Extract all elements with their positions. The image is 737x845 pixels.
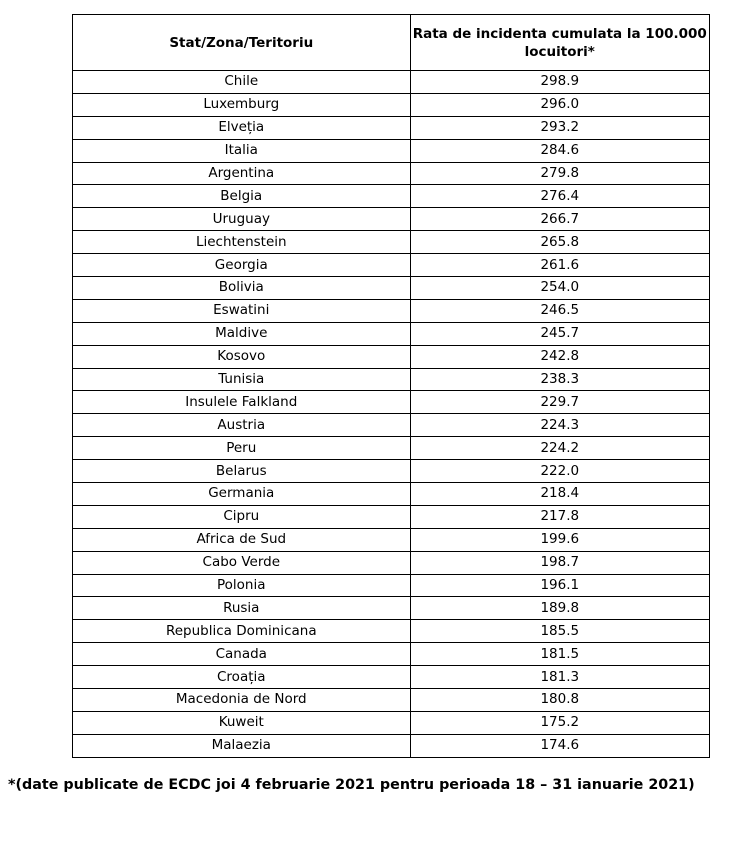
country-cell: Macedonia de Nord bbox=[72, 688, 411, 712]
rate-cell: 224.2 bbox=[409, 436, 711, 461]
table-row: Republica Dominicana 185.5 bbox=[72, 619, 711, 644]
rate-cell: 181.3 bbox=[409, 665, 711, 690]
country-cell: Insulele Falkland bbox=[72, 390, 411, 415]
header-row: Stat/Zona/Teritoriu Rata de incidenta cu… bbox=[72, 14, 711, 71]
rate-cell: 279.8 bbox=[409, 161, 711, 186]
country-cell: Chile bbox=[72, 70, 411, 94]
table-row: Georgia 261.6 bbox=[72, 253, 711, 278]
country-cell: Elveția bbox=[72, 115, 411, 140]
table-row: Macedonia de Nord 180.8 bbox=[72, 688, 711, 712]
table-row: Uruguay 266.7 bbox=[72, 207, 711, 232]
rate-cell: 189.8 bbox=[409, 596, 711, 621]
table-row: Canada 181.5 bbox=[72, 642, 711, 667]
country-cell: Peru bbox=[72, 436, 411, 461]
table-row: Liechtenstein 265.8 bbox=[72, 230, 711, 255]
country-cell: Polonia bbox=[72, 573, 411, 598]
table-row: Bolivia 254.0 bbox=[72, 276, 711, 300]
rate-cell: 218.4 bbox=[409, 482, 711, 506]
country-cell: Canada bbox=[72, 642, 411, 667]
rate-cell: 298.9 bbox=[409, 70, 711, 94]
rate-cell: 242.8 bbox=[409, 344, 711, 369]
country-cell: Germania bbox=[72, 482, 411, 506]
country-cell: Malaezia bbox=[72, 733, 411, 758]
rate-cell: 245.7 bbox=[409, 321, 711, 346]
table-row: Kuweit 175.2 bbox=[72, 710, 711, 735]
table-row: Luxemburg 296.0 bbox=[72, 92, 711, 117]
footnote: *(date publicate de ECDC joi 4 februarie… bbox=[8, 777, 695, 793]
rate-cell: 293.2 bbox=[409, 115, 711, 140]
country-cell: Bolivia bbox=[72, 276, 411, 300]
country-cell: Africa de Sud bbox=[72, 527, 411, 552]
table-row: Polonia 196.1 bbox=[72, 573, 711, 598]
rate-cell: 246.5 bbox=[409, 298, 711, 323]
rate-cell: 265.8 bbox=[409, 230, 711, 255]
country-cell: Georgia bbox=[72, 253, 411, 278]
country-cell: Kosovo bbox=[72, 344, 411, 369]
rate-cell: 276.4 bbox=[409, 184, 711, 209]
country-cell: Argentina bbox=[72, 161, 411, 186]
table-row: Insulele Falkland 229.7 bbox=[72, 390, 711, 415]
table-row: Belgia 276.4 bbox=[72, 184, 711, 209]
country-cell: Luxemburg bbox=[72, 92, 411, 117]
rate-cell: 284.6 bbox=[409, 138, 711, 163]
table-row: Belarus 222.0 bbox=[72, 459, 711, 484]
table-row: Maldive 245.7 bbox=[72, 321, 711, 346]
table-row: Africa de Sud 199.6 bbox=[72, 527, 711, 552]
header-rate: Rata de incidenta cumulata la 100.000 lo… bbox=[409, 14, 711, 71]
table-row: Elveția 293.2 bbox=[72, 115, 711, 140]
rate-cell: 174.6 bbox=[409, 733, 711, 758]
table-row: Germania 218.4 bbox=[72, 482, 711, 506]
table-row: Cabo Verde 198.7 bbox=[72, 550, 711, 575]
incidence-table: Stat/Zona/Teritoriu Rata de incidenta cu… bbox=[72, 14, 711, 758]
country-cell: Republica Dominicana bbox=[72, 619, 411, 644]
country-cell: Tunisia bbox=[72, 367, 411, 392]
country-cell: Belgia bbox=[72, 184, 411, 209]
rate-cell: 296.0 bbox=[409, 92, 711, 117]
rate-cell: 185.5 bbox=[409, 619, 711, 644]
country-cell: Eswatini bbox=[72, 298, 411, 323]
rate-cell: 181.5 bbox=[409, 642, 711, 667]
header-country: Stat/Zona/Teritoriu bbox=[72, 14, 411, 71]
rate-cell: 175.2 bbox=[409, 710, 711, 735]
table-row: Argentina 279.8 bbox=[72, 161, 711, 186]
rate-cell: 266.7 bbox=[409, 207, 711, 232]
rate-cell: 196.1 bbox=[409, 573, 711, 598]
country-cell: Rusia bbox=[72, 596, 411, 621]
rate-cell: 222.0 bbox=[409, 459, 711, 484]
table-row: Rusia 189.8 bbox=[72, 596, 711, 621]
country-cell: Maldive bbox=[72, 321, 411, 346]
table-row: Tunisia 238.3 bbox=[72, 367, 711, 392]
country-cell: Kuweit bbox=[72, 710, 411, 735]
table-row: Italia 284.6 bbox=[72, 138, 711, 163]
rate-cell: 198.7 bbox=[409, 550, 711, 575]
rate-cell: 180.8 bbox=[409, 688, 711, 712]
country-cell: Liechtenstein bbox=[72, 230, 411, 255]
table-row: Austria 224.3 bbox=[72, 413, 711, 438]
rate-cell: 238.3 bbox=[409, 367, 711, 392]
country-cell: Belarus bbox=[72, 459, 411, 484]
country-cell: Uruguay bbox=[72, 207, 411, 232]
table-row: Eswatini 246.5 bbox=[72, 298, 711, 323]
rate-cell: 254.0 bbox=[409, 276, 711, 300]
rate-cell: 261.6 bbox=[409, 253, 711, 278]
country-cell: Austria bbox=[72, 413, 411, 438]
country-cell: Cabo Verde bbox=[72, 550, 411, 575]
table-row: Kosovo 242.8 bbox=[72, 344, 711, 369]
rate-cell: 217.8 bbox=[409, 504, 711, 529]
table-row: Croația 181.3 bbox=[72, 665, 711, 690]
rate-cell: 224.3 bbox=[409, 413, 711, 438]
table-row: Cipru 217.8 bbox=[72, 504, 711, 529]
rate-cell: 229.7 bbox=[409, 390, 711, 415]
country-cell: Cipru bbox=[72, 504, 411, 529]
table-row: Chile 298.9 bbox=[72, 70, 711, 94]
country-cell: Croația bbox=[72, 665, 411, 690]
table-row: Peru 224.2 bbox=[72, 436, 711, 461]
rate-cell: 199.6 bbox=[409, 527, 711, 552]
country-cell: Italia bbox=[72, 138, 411, 163]
table-row: Malaezia 174.6 bbox=[72, 733, 711, 758]
